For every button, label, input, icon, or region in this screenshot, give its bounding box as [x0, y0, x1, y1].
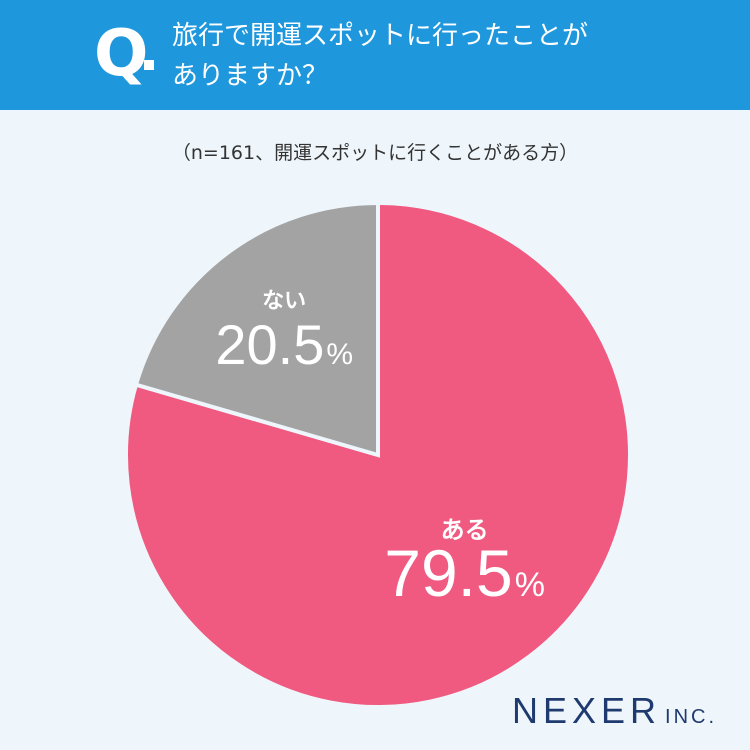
slice-value-aru: 79.5% [384, 535, 545, 611]
slice-label-nai: ない [262, 289, 307, 314]
pie-slice-nai [133, 200, 380, 458]
question-line-2: ありますか？ [172, 61, 329, 91]
brand-name: NEXER [512, 690, 662, 731]
brand-logo: NEXER INC. [512, 690, 717, 732]
q-mark: Q [94, 17, 149, 91]
question-header: Q 旅行で開運スポットに行ったことが ありますか？ [0, 0, 750, 110]
question-text: 旅行で開運スポットに行ったことが ありますか？ [172, 16, 692, 96]
slice-value-unit-aru: % [514, 566, 545, 604]
slice-value-number-nai: 20.5 [215, 313, 325, 376]
question-line-1: 旅行で開運スポットに行ったことが [172, 21, 589, 51]
slice-label-aru: ある [440, 516, 489, 544]
slice-value-nai: 20.5% [215, 312, 353, 377]
slice-value-unit-nai: % [326, 338, 354, 371]
slice-value-number-aru: 79.5 [384, 536, 513, 610]
q-dot [144, 60, 154, 70]
sample-note: （n=161、開運スポットに行くことがある方） [171, 142, 579, 164]
brand-suffix: INC. [665, 706, 718, 728]
